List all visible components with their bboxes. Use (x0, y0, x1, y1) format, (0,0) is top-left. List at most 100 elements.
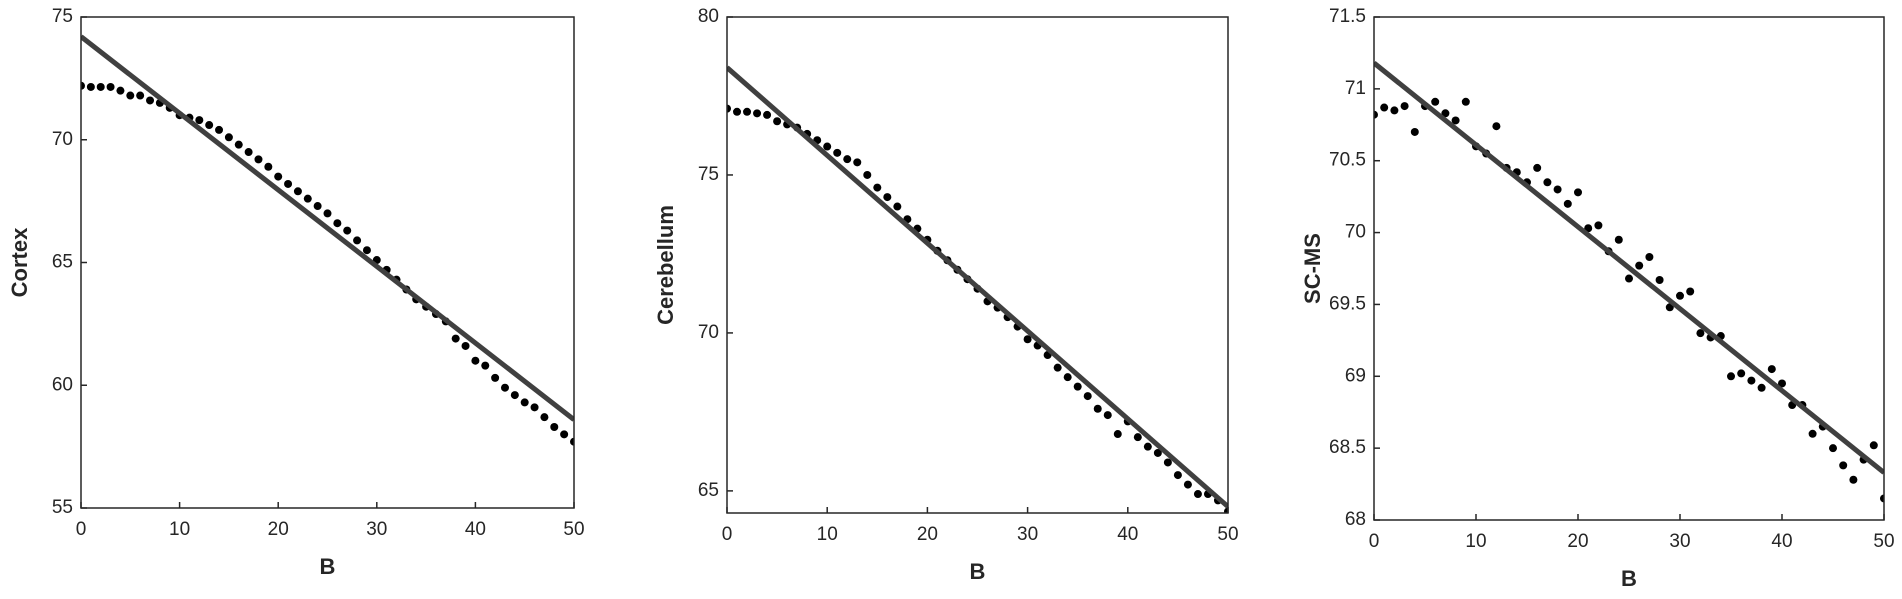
data-point (1543, 178, 1552, 187)
x-tick-label: 20 (917, 524, 938, 545)
x-tick-label: 10 (1465, 531, 1486, 552)
x-tick-label: 50 (1217, 524, 1238, 545)
data-point (234, 140, 243, 149)
data-point (883, 193, 892, 202)
data-point (1849, 475, 1858, 484)
data-point (1410, 127, 1419, 136)
data-point (491, 373, 500, 382)
x-tick-label: 30 (1017, 524, 1038, 545)
y-tick-label: 60 (52, 374, 73, 395)
x-tick-label: 50 (563, 519, 584, 540)
data-point (323, 209, 332, 218)
data-point (274, 172, 283, 181)
data-point (1431, 97, 1440, 106)
data-point (1441, 109, 1450, 118)
data-point (126, 91, 135, 100)
data-point (1747, 376, 1756, 385)
data-point (284, 179, 293, 188)
data-point (1053, 363, 1062, 372)
data-point (1374, 110, 1378, 119)
data-point (362, 246, 371, 255)
data-point (1063, 373, 1072, 382)
data-point (136, 91, 145, 100)
data-point (510, 391, 519, 400)
y-tick-label: 65 (698, 480, 719, 501)
data-point (1113, 430, 1122, 439)
data-point (461, 341, 470, 350)
data-point (1635, 261, 1644, 270)
data-point (823, 142, 832, 151)
data-point (215, 125, 224, 134)
data-point (753, 109, 762, 118)
data-point (451, 334, 460, 343)
x-tick-label: 30 (366, 519, 387, 540)
data-point (254, 155, 263, 164)
data-point (1553, 185, 1562, 194)
data-point (86, 82, 95, 91)
data-point (244, 148, 253, 157)
y-tick-label: 75 (52, 6, 73, 27)
x-tick-label: 50 (1873, 531, 1894, 552)
data-point (853, 158, 862, 167)
fit-line (81, 34, 574, 422)
data-point (843, 155, 852, 164)
data-point (116, 86, 125, 95)
y-tick-label: 70 (698, 322, 719, 343)
data-point (1103, 411, 1112, 420)
plot-area (727, 65, 1228, 513)
data-point (1163, 458, 1172, 467)
data-point (1839, 461, 1848, 470)
data-point (195, 116, 204, 125)
data-point (303, 194, 312, 203)
axes-box (726, 16, 1229, 514)
data-point (1778, 379, 1786, 388)
data-point (1451, 116, 1460, 125)
y-tick-label: 68 (1345, 509, 1366, 530)
data-point (530, 403, 539, 412)
panel: 0 10 20 30 40 50 65 70 75 80 B Cerebellum (653, 6, 1239, 584)
data-point (1767, 365, 1776, 374)
data-point (1614, 235, 1623, 244)
data-point (1224, 507, 1228, 513)
x-axis-label: B (320, 554, 336, 579)
data-point (833, 148, 842, 157)
data-point (471, 356, 480, 365)
y-tick-label: 55 (52, 497, 73, 518)
data-point (893, 202, 902, 211)
data-point (1073, 382, 1082, 391)
plot-area (1374, 61, 1884, 503)
data-point (1183, 480, 1192, 489)
data-point (1093, 404, 1102, 413)
x-tick-label: 0 (1369, 531, 1380, 552)
data-point (550, 422, 559, 431)
x-tick-label: 30 (1669, 531, 1690, 552)
data-point (146, 96, 155, 105)
data-point (81, 81, 85, 90)
data-point (1625, 274, 1633, 283)
y-tick-label: 69 (1345, 365, 1366, 386)
y-tick-label: 65 (52, 252, 73, 273)
data-point (1173, 471, 1182, 480)
y-axis-label: Cortex (7, 227, 32, 297)
data-point (763, 110, 772, 119)
data-point (570, 437, 574, 446)
panel: 0 10 20 30 40 50 68 68.5 69 69.5 70 70.5 71 71.5 B SC-M… (1300, 6, 1895, 591)
data-point (1400, 102, 1409, 111)
data-point (1676, 291, 1684, 300)
x-tick-label: 0 (722, 524, 733, 545)
data-point (1880, 494, 1884, 503)
y-axis-label: Cerebellum (653, 205, 678, 325)
data-point (733, 107, 742, 116)
y-tick-label: 70.5 (1329, 150, 1366, 171)
data-point (1574, 188, 1582, 197)
data-point (743, 107, 752, 116)
data-point (343, 226, 352, 235)
x-axis-label: B (1621, 566, 1637, 591)
data-point (1023, 335, 1032, 344)
panel: 0 10 20 30 40 50 55 60 65 70 75 B Cortex (7, 6, 585, 579)
data-point (1655, 275, 1664, 284)
data-point (1133, 433, 1142, 442)
data-point (1696, 329, 1705, 338)
axes-box (1373, 16, 1885, 521)
